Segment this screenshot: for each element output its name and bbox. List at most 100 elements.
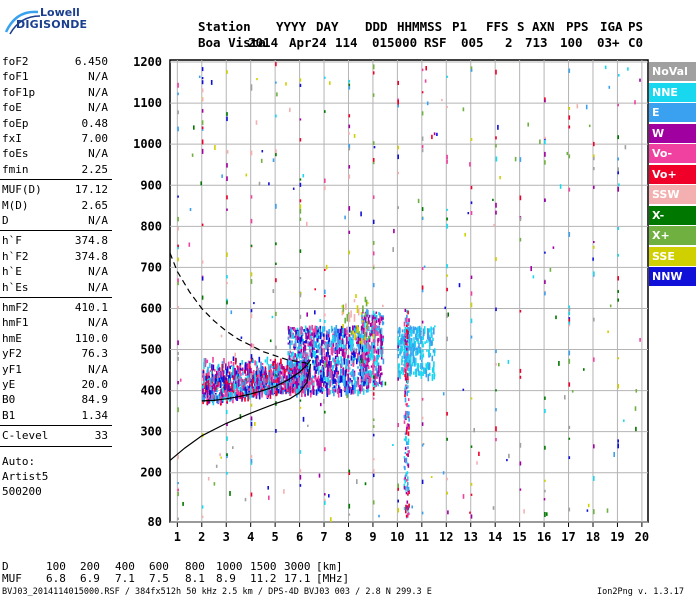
echo-point [201, 77, 204, 80]
echo-point [348, 206, 351, 211]
param-separator [0, 445, 112, 447]
echo-point [291, 351, 293, 355]
echo-point [446, 491, 448, 495]
echo-point [295, 362, 297, 370]
echo-point [290, 381, 293, 389]
echo-point [374, 317, 376, 324]
echo-point [343, 387, 346, 391]
echo-point [317, 375, 320, 384]
echo-point [361, 385, 363, 392]
echo-point [372, 433, 375, 437]
echo-point [617, 443, 619, 449]
echo-point [319, 348, 321, 355]
echo-point [376, 339, 379, 347]
echo-point [293, 366, 296, 375]
echo-point [177, 356, 179, 361]
echo-point [252, 378, 255, 382]
echo-point [250, 272, 253, 277]
echo-point [419, 332, 422, 336]
echo-point [257, 386, 260, 390]
echo-point [311, 340, 314, 348]
echo-point [568, 350, 571, 356]
header-value: 100 [560, 35, 583, 50]
echo-point [335, 325, 338, 331]
echo-point [354, 377, 356, 384]
echo-point [406, 340, 408, 343]
echo-point [290, 327, 292, 332]
echo-point [291, 340, 293, 346]
param-row: h`F 374.8 [2, 234, 108, 248]
echo-point [305, 372, 308, 380]
echo-point [469, 511, 471, 514]
echo-point [230, 393, 232, 400]
echo-point [355, 348, 357, 354]
echo-point [300, 328, 303, 335]
echo-point [226, 366, 229, 374]
echo-point [307, 355, 309, 361]
echo-point [304, 330, 307, 334]
echo-point [355, 294, 357, 298]
echo-point [317, 344, 319, 353]
echo-point [566, 151, 569, 156]
x-tick-label: 7 [320, 530, 327, 544]
echo-point [201, 80, 204, 85]
echo-point [249, 380, 252, 387]
param-name: hmF2 [2, 301, 29, 314]
param-name: h`Es [2, 280, 29, 294]
echo-point [408, 417, 410, 422]
echo-point [404, 359, 407, 363]
echo-point [207, 477, 210, 481]
echo-point [470, 66, 473, 72]
echo-point [371, 345, 374, 352]
echo-point [226, 252, 228, 257]
echo-point [352, 334, 354, 339]
echo-point [493, 223, 495, 227]
echo-point [317, 349, 319, 353]
echo-point [324, 500, 326, 505]
echo-point [333, 335, 335, 342]
echo-point [225, 363, 227, 371]
echo-point [353, 383, 356, 390]
echo-point [348, 336, 351, 340]
echo-point [348, 230, 351, 234]
param-name: foF1 [2, 70, 29, 84]
echo-point [189, 208, 192, 211]
echo-point [300, 385, 302, 393]
echo-point [250, 428, 253, 431]
echo-point [219, 453, 221, 457]
echo-point [247, 372, 249, 381]
echo-point [571, 390, 574, 393]
legend-item: NNE [649, 82, 696, 102]
echo-point [446, 264, 448, 269]
echo-point [372, 345, 375, 349]
echo-point [177, 278, 179, 283]
legend-item: SSW [649, 185, 696, 204]
echo-point [299, 474, 302, 480]
echo-point [307, 343, 309, 346]
echo-point [259, 383, 262, 388]
echo-point [404, 374, 406, 378]
x-tick-label: 10 [390, 530, 404, 544]
echo-point [222, 384, 224, 387]
echo-point [405, 504, 407, 510]
echo-point [347, 373, 349, 382]
echo-point [405, 335, 408, 338]
echo-point [272, 158, 275, 162]
echo-point [544, 396, 546, 400]
echo-point [403, 507, 406, 511]
echo-point [427, 329, 430, 336]
x-tick-label: 16 [537, 530, 551, 544]
echo-point [427, 361, 429, 369]
echo-point [359, 387, 362, 392]
echo-point [257, 367, 259, 375]
echo-point [372, 458, 375, 461]
echo-point [177, 216, 179, 222]
echo-point [430, 326, 432, 333]
echo-point [255, 373, 258, 378]
echo-point [324, 268, 326, 271]
muf-unit: [MHz] [316, 572, 350, 585]
echo-point [330, 517, 332, 522]
echo-point [519, 237, 522, 242]
echo-point [232, 367, 234, 376]
header-label: HHMMSS [397, 19, 443, 34]
